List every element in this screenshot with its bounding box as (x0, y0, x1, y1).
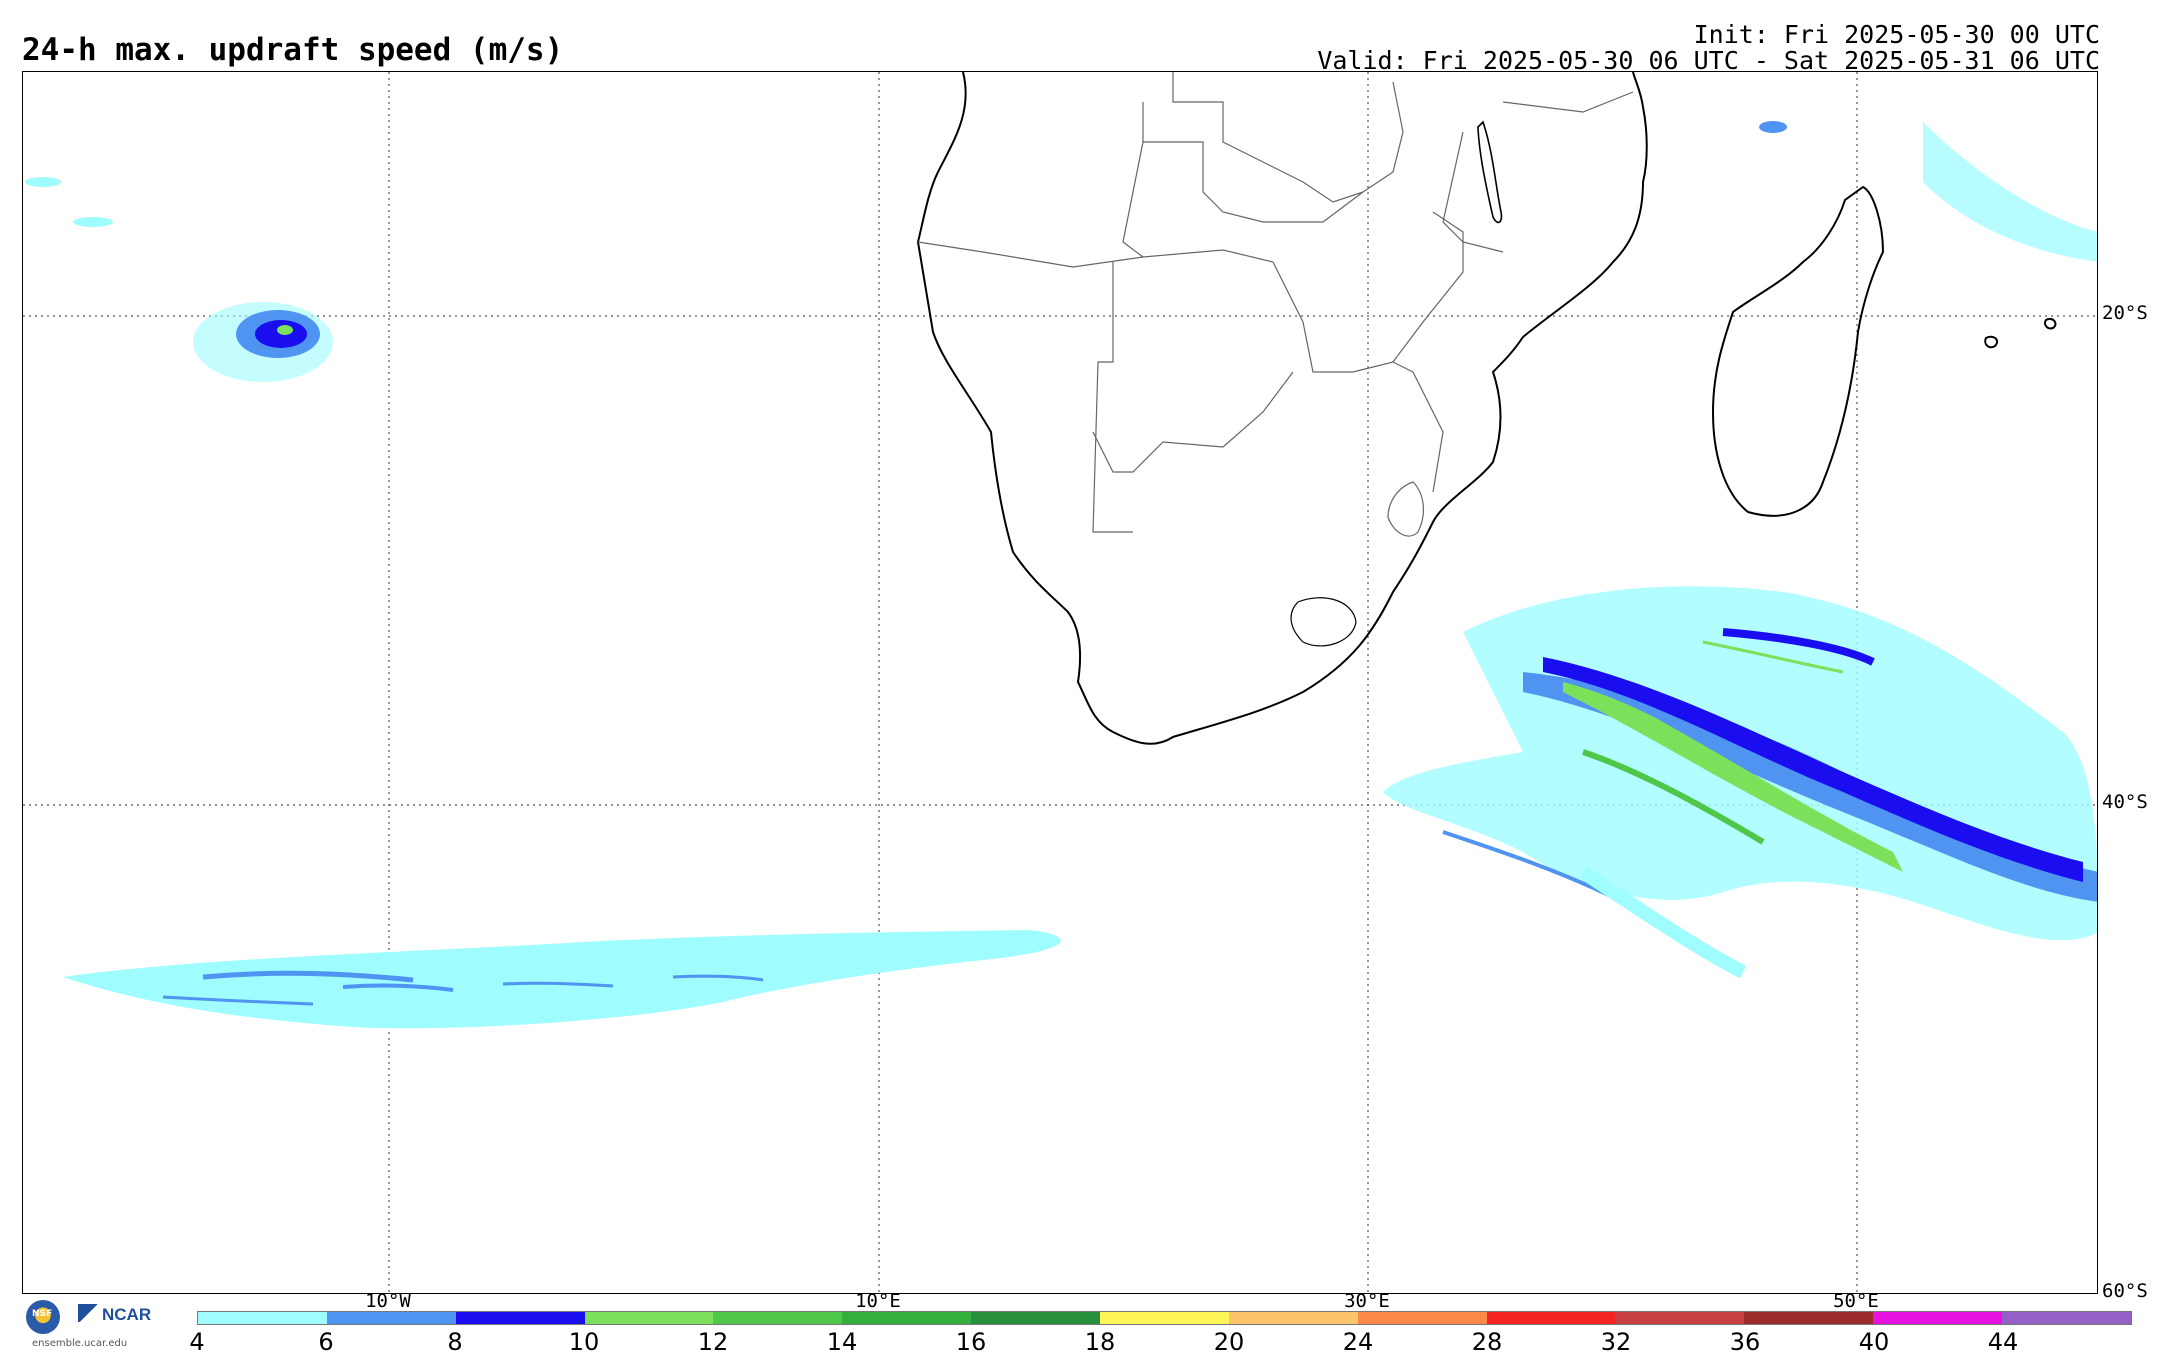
colorbar-tick-label: 10 (568, 1328, 600, 1356)
colorbar-segment (1228, 1312, 1358, 1324)
colorbar-segment (1744, 1312, 1874, 1324)
colorbar-tick-label: 40 (1858, 1328, 1890, 1356)
coastlines (916, 72, 2057, 745)
colorbar-segment (2002, 1312, 2131, 1324)
map-panel (22, 71, 2098, 1294)
init-time: Init: Fri 2025-05-30 00 UTC (1693, 20, 2100, 49)
colorbar-tick-label: 28 (1471, 1328, 1503, 1356)
colorbar-tick-label: 8 (447, 1328, 463, 1356)
colorbar-tick-label: 14 (826, 1328, 858, 1356)
run-times: Init: Fri 2025-05-30 00 UTC Valid: Fri 2… (1317, 22, 2100, 74)
nsf-logo (26, 1300, 60, 1334)
colorbar-segment (971, 1312, 1101, 1324)
lat-label-20s: 20°S (2102, 302, 2148, 324)
colorbar-tick-label: 24 (1342, 1328, 1374, 1356)
colorbar-segment (198, 1312, 327, 1324)
map-canvas (23, 72, 2097, 1293)
colorbar-tick-label: 20 (1213, 1328, 1245, 1356)
colorbar-tick-label: 6 (318, 1328, 334, 1356)
colorbar-segment (1615, 1312, 1745, 1324)
site-url: ensemble.ucar.edu (32, 1338, 128, 1349)
ncar-logo-text: NCAR (102, 1305, 152, 1324)
colorbar-segment (1486, 1312, 1616, 1324)
colorbar-segment (455, 1312, 585, 1324)
colorbar-tick-label: 16 (955, 1328, 987, 1356)
nsf-logo-text: NSF (32, 1309, 53, 1319)
logo-block: NSF NCAR ensemble.ucar.edu (22, 1296, 162, 1354)
colorbar-segment (584, 1312, 714, 1324)
lon-label-50e: 50°E (1833, 1290, 1879, 1312)
colorbar-segment (713, 1312, 843, 1324)
map-title: 24-h max. updraft speed (m/s) (22, 32, 564, 68)
lat-label-60s: 60°S (2102, 1280, 2148, 1302)
colorbar-segment (1873, 1312, 2003, 1324)
colorbar-ticks: 4 6 8 10 12 14 16 18 20 24 28 32 36 40 44 (189, 1328, 2132, 1356)
valid-time: Valid: Fri 2025-05-30 06 UTC - Sat 2025-… (1317, 46, 2100, 75)
lon-label-10w: 10°W (365, 1290, 411, 1312)
colorbar-tick-label: 44 (1987, 1328, 2019, 1356)
colorbar-segment (1100, 1312, 1229, 1324)
colorbar-tick-label: 12 (697, 1328, 729, 1356)
colorbar (197, 1311, 2132, 1325)
lon-label-10e: 10°E (855, 1290, 901, 1312)
lat-label-40s: 40°S (2102, 791, 2148, 813)
colorbar-tick-label: 32 (1600, 1328, 1632, 1356)
colorbar-tick-label: 18 (1084, 1328, 1116, 1356)
borders (917, 72, 1634, 537)
ncar-mark-icon (78, 1304, 100, 1322)
colorbar-segment (1357, 1312, 1487, 1324)
colorbar-segment (326, 1312, 456, 1324)
lon-label-30e: 30°E (1344, 1290, 1390, 1312)
colorbar-segment (842, 1312, 972, 1324)
colorbar-tick-label: 36 (1729, 1328, 1761, 1356)
updraft-shading (25, 121, 2097, 1029)
colorbar-tick-label: 4 (189, 1328, 205, 1356)
